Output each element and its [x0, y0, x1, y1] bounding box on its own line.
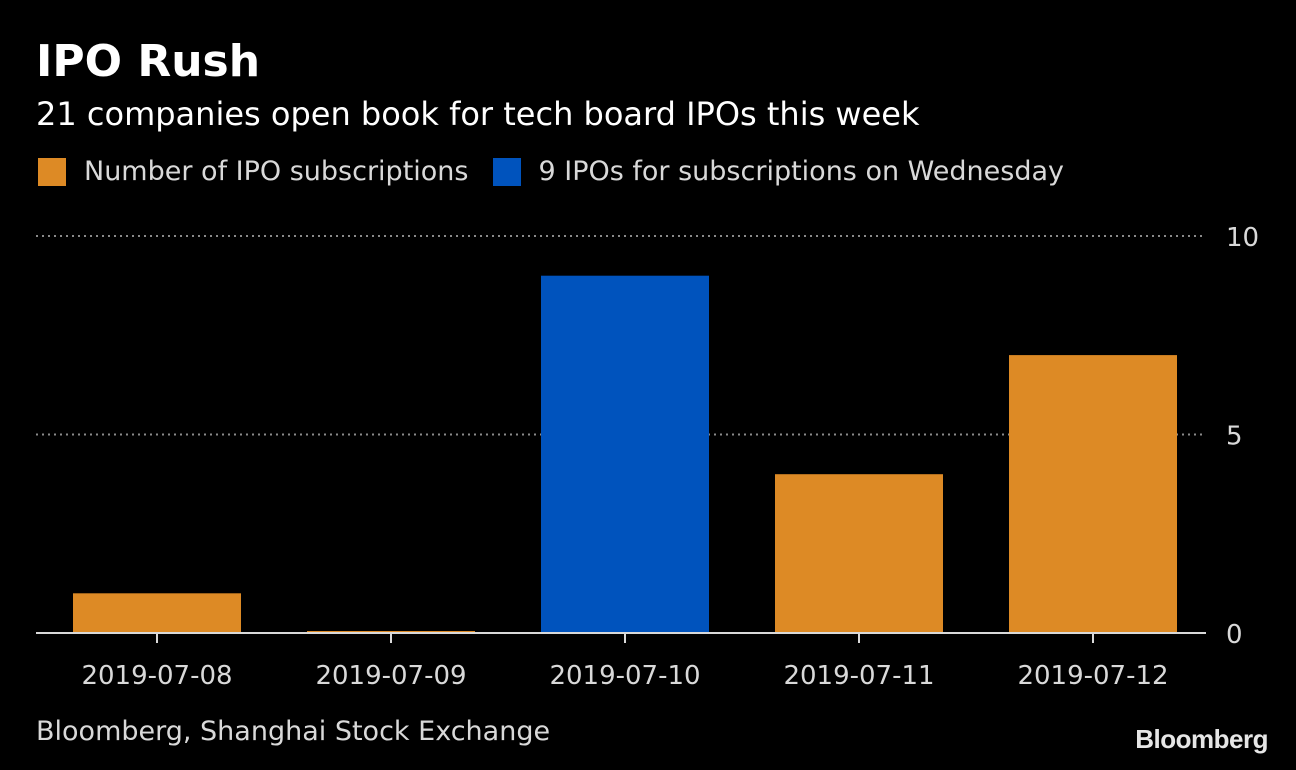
- x-tick-label-2019-07-11: 2019-07-11: [783, 661, 934, 691]
- legend-label-wednesday: 9 IPOs for subscriptions on Wednesday: [538, 156, 1065, 187]
- legend-swatch-blue: [492, 157, 521, 186]
- legend-item-subscriptions: Number of IPO subscriptions: [38, 156, 469, 187]
- chart-title: IPO Rush: [36, 36, 261, 87]
- x-tick-label-2019-07-10: 2019-07-10: [549, 661, 700, 691]
- bar-2019-07-10: [541, 275, 709, 633]
- source-note: Bloomberg, Shanghai Stock Exchange: [36, 716, 551, 747]
- bar-2019-07-11: [775, 474, 943, 633]
- bar-2019-07-12: [1009, 355, 1177, 633]
- legend: Number of IPO subscriptions 9 IPOs for s…: [38, 156, 1088, 187]
- y-tick-label-5: 5: [1226, 422, 1243, 452]
- legend-swatch-orange: [38, 157, 66, 186]
- bar-2019-07-08: [73, 593, 241, 633]
- chart-subtitle: 21 companies open book for tech board IP…: [36, 95, 920, 133]
- legend-item-wednesday: 9 IPOs for subscriptions on Wednesday: [492, 156, 1065, 187]
- x-tick-label-2019-07-12: 2019-07-12: [1017, 661, 1168, 691]
- y-tick-label-0: 0: [1226, 620, 1243, 650]
- y-tick-label-10: 10: [1226, 223, 1259, 253]
- x-tick-label-2019-07-09: 2019-07-09: [315, 661, 466, 691]
- x-tick-label-2019-07-08: 2019-07-08: [81, 661, 232, 691]
- bloomberg-logo: Bloomberg: [1135, 724, 1268, 754]
- legend-label-subscriptions: Number of IPO subscriptions: [84, 156, 469, 187]
